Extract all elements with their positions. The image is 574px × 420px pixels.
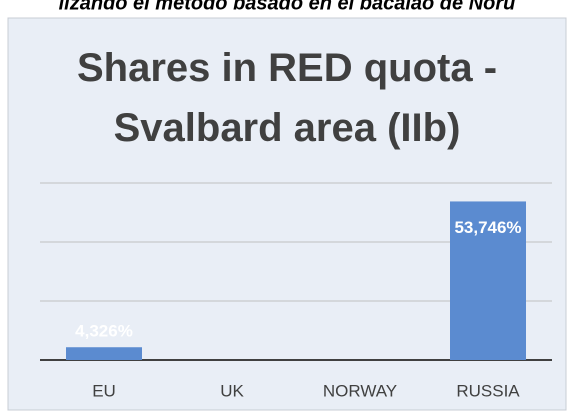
bar <box>66 347 142 360</box>
bar <box>450 201 526 360</box>
header-text: lizando el método basado en el bacalao d… <box>59 0 516 14</box>
chart-title: Shares in RED quota -Svalbard area (IIb) <box>77 46 497 150</box>
x-tick-label: NORWAY <box>323 381 397 400</box>
x-tick-label: RUSSIA <box>456 381 520 400</box>
data-label: 53,746% <box>454 218 521 237</box>
x-tick-label: UK <box>220 381 244 400</box>
data-label: 4,326% <box>75 322 133 341</box>
x-tick-label: EU <box>92 381 116 400</box>
